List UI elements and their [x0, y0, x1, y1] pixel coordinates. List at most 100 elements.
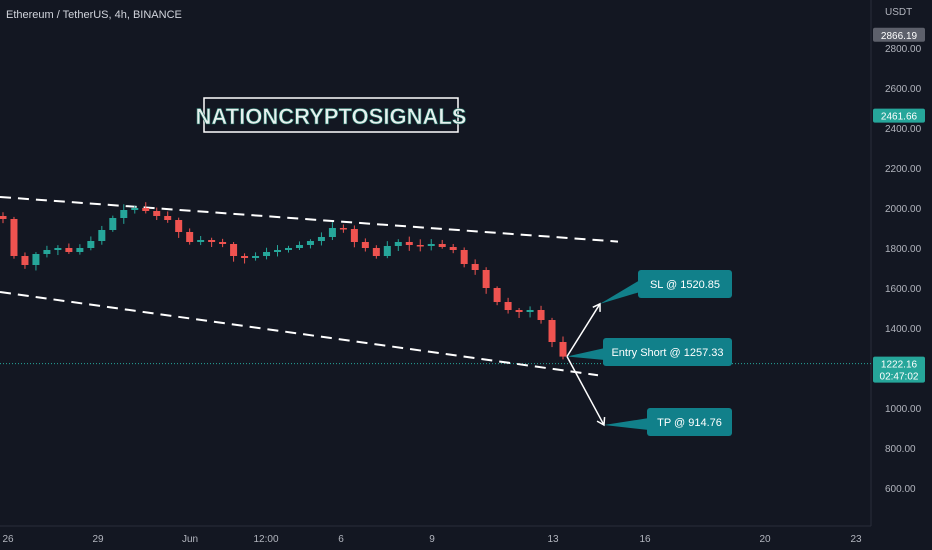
y-tick-label: 2000.00 — [885, 204, 922, 215]
candle-body — [504, 302, 512, 310]
candle — [0, 212, 7, 224]
candle — [142, 202, 150, 214]
candle-body — [372, 248, 380, 256]
candle — [153, 207, 161, 221]
callout-label: Entry Short @ 1257.33 — [611, 347, 723, 359]
candle — [394, 239, 402, 251]
x-tick-label: 6 — [338, 534, 344, 545]
time-axis-ticks: 26 29 Jun 12:00 6 9 13 16 20 23 — [2, 534, 862, 545]
candle — [416, 239, 424, 252]
candle — [65, 243, 73, 254]
candle-body — [186, 232, 194, 242]
watermark-box — [203, 97, 459, 133]
candle-body — [21, 256, 29, 265]
trade-callouts: SL @ 1520.85 Entry Short @ 1257.33 TP @ 91… — [567, 270, 732, 436]
price-badge-bg — [873, 27, 925, 42]
candle — [493, 286, 501, 306]
callout-label: SL @ 1520.85 — [650, 279, 720, 291]
candle-body — [164, 216, 172, 220]
candle-body — [383, 246, 391, 256]
candle-body — [54, 248, 62, 250]
candle-body — [230, 244, 238, 256]
y-tick-label: 1400.00 — [885, 324, 922, 335]
callout-label: TP @ 914.76 — [657, 417, 722, 429]
candle — [131, 205, 139, 214]
candle-body — [438, 244, 446, 247]
candle-body — [43, 250, 51, 254]
candle-body — [295, 245, 303, 248]
callout-box — [647, 408, 732, 436]
candle-body — [460, 250, 468, 264]
arrow-to-sl — [566, 303, 601, 357]
candle — [460, 247, 468, 268]
trade-callout: TP @ 914.76 — [604, 408, 732, 436]
candle-body — [252, 256, 260, 258]
candle — [295, 241, 303, 250]
candle-body — [405, 242, 413, 245]
candle — [21, 252, 29, 269]
candle — [526, 306, 534, 318]
y-tick-label: 600.00 — [885, 484, 916, 495]
price-badge-bg — [873, 108, 925, 123]
candle-body — [153, 211, 161, 216]
candle — [98, 225, 106, 245]
candle — [54, 245, 62, 256]
projection-arrows — [566, 302, 606, 427]
candle — [449, 243, 457, 254]
candle-body — [274, 250, 282, 252]
x-tick-label: Jun — [182, 534, 198, 545]
candle — [339, 224, 347, 233]
arrow-to-tp — [566, 356, 605, 426]
price-badge-label: 2461.66 — [881, 112, 918, 123]
trade-callout: Entry Short @ 1257.33 — [567, 338, 732, 366]
candle-body — [559, 342, 567, 357]
candle — [328, 222, 336, 241]
candle — [208, 237, 216, 248]
candle — [548, 317, 556, 348]
candle — [515, 308, 523, 318]
price-badge: 2461.66 — [873, 108, 925, 123]
candle — [43, 245, 51, 258]
candle-body — [328, 228, 336, 237]
candle — [372, 245, 380, 259]
candle — [274, 245, 282, 257]
candle-body — [317, 237, 325, 241]
callout-pointer — [600, 280, 640, 304]
candle — [471, 259, 479, 275]
candle — [10, 216, 18, 259]
price-axis-unit: USDT — [885, 7, 912, 18]
trade-callout: SL @ 1520.85 — [600, 270, 732, 304]
candle — [504, 297, 512, 314]
countdown-label: 02:47:02 — [880, 372, 919, 383]
candle-body — [98, 230, 106, 241]
channel-lower-line — [0, 291, 599, 377]
candle — [383, 241, 391, 259]
candle — [87, 236, 95, 251]
descending-channel — [0, 196, 619, 377]
candle — [405, 236, 413, 251]
candle-body — [87, 241, 95, 248]
candle — [186, 228, 194, 245]
candle-body — [449, 247, 457, 250]
y-tick-label: 1800.00 — [885, 244, 922, 255]
candle-body — [131, 208, 139, 210]
candle — [361, 238, 369, 252]
callout-box — [638, 270, 732, 298]
candle — [427, 239, 435, 251]
y-tick-label: 2600.00 — [885, 84, 922, 95]
price-badge: 2866.19 — [873, 27, 925, 42]
candle-body — [548, 320, 556, 342]
candle — [32, 252, 40, 271]
candle-body — [263, 252, 271, 256]
candle — [109, 215, 117, 232]
candle — [438, 239, 446, 249]
candle-body — [339, 228, 347, 230]
candle-body — [241, 256, 249, 258]
candle — [252, 252, 260, 261]
y-tick-label: 1600.00 — [885, 284, 922, 295]
candle-body — [208, 240, 216, 242]
candle — [350, 225, 358, 248]
